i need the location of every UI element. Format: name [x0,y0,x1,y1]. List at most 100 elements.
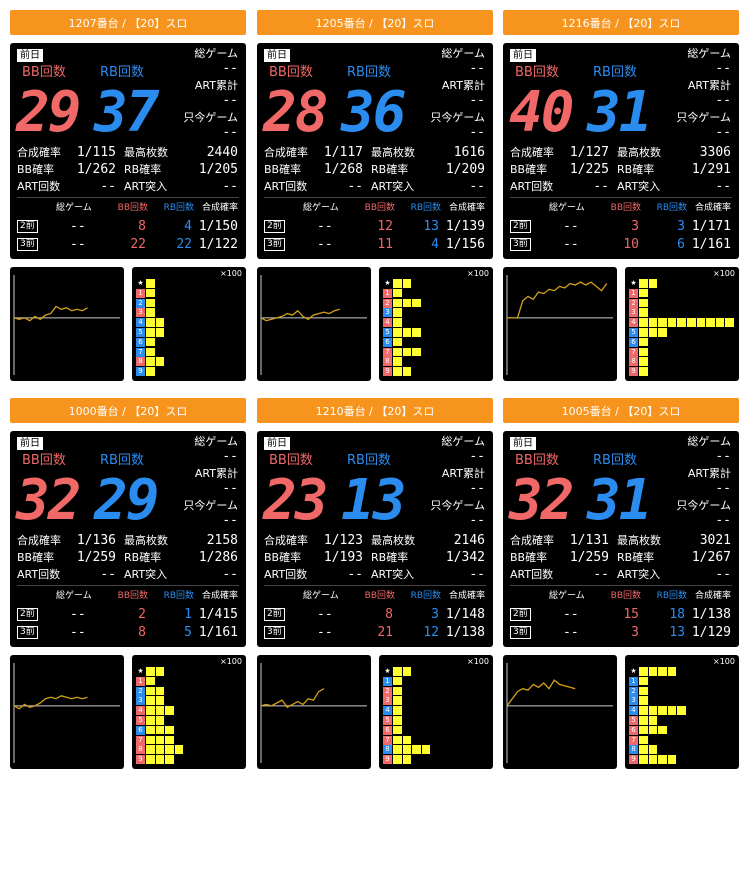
bar-row-label: 9 [383,755,392,765]
hist-total-game-header: 総ゲーム [303,203,339,213]
machine-title-bar[interactable]: 1216番台 / 【20】スロ [503,10,739,35]
bar-cell [402,755,412,764]
bar-row-label: 4 [629,706,638,716]
bar-row-label: 5 [136,716,145,725]
bar-cell [725,318,734,327]
bar-cell [639,337,648,347]
max-coins-label: 最高枚数 [617,534,661,547]
bar-cell [648,279,658,288]
bar-row-label: 3 [383,696,392,706]
slump-graph-svg [506,275,613,375]
current-game-value: -- [222,513,238,528]
bar-cell [639,676,648,686]
bb-prob-value: 1/259 [76,550,116,565]
x100-label: ×100 [713,657,735,666]
bar-cell [648,706,658,715]
divider [17,585,239,586]
history-day-badge: 2前 [510,608,531,621]
bar-cell [155,745,165,754]
history-total-game: -- [70,219,86,234]
bar-cell [639,298,648,308]
bb-prob-label: BB確率 [264,551,302,564]
rb-count-value: 13 [341,468,406,533]
bar-row-label: 1 [136,676,145,686]
history-rb-count: 1 [184,607,192,622]
hist-total-game-header: 総ゲーム [549,591,585,601]
history-total-game: -- [563,625,579,640]
history-total-game: -- [563,237,579,252]
bb-count-value: 32 [509,468,574,533]
combined-prob-label: 合成確率 [264,146,308,159]
bar-cell [155,696,165,705]
bar-cell [639,308,648,317]
bar-row-label: 2 [629,298,638,308]
bar-cell [412,328,421,337]
art-entry-value: -- [222,567,238,582]
art-entry-label: ART突入 [617,180,661,193]
slump-line [507,281,608,319]
machine-title-bar[interactable]: 1205番台 / 【20】スロ [257,10,493,35]
bb-prob-label: BB確率 [510,163,548,176]
x100-label: ×100 [220,269,242,278]
bar-cell [393,667,402,676]
bar-cell [393,696,402,705]
bar-row-label: 8 [383,357,392,367]
bar-cell [658,755,667,764]
machine-title-bar[interactable]: 1210番台 / 【20】スロ [257,398,493,423]
machine-title-bar[interactable]: 1005番台 / 【20】スロ [503,398,739,423]
history-total-game: -- [563,607,579,622]
max-coins-label: 最高枚数 [371,534,415,547]
bar-cell [393,716,402,725]
current-game-value: -- [715,125,731,140]
art-entry-label: ART突入 [617,568,661,581]
bar-cell [146,357,155,366]
bar-cell [639,745,648,754]
bar-cell [715,318,725,327]
bar-cell [667,755,677,764]
machine-card[interactable]: 1000番台 / 【20】スロ 前日 BB回数 RB回数 32 29 総ゲーム -- ART累計… [10,398,246,769]
bar-cell [402,328,412,337]
machine-card[interactable]: 1205番台 / 【20】スロ 前日 BB回数 RB回数 28 36 総ゲーム -- ART累計… [257,10,493,381]
art-count-label: ART回数 [264,568,308,581]
bar-row-label: 9 [629,755,638,765]
bar-cell [146,745,155,754]
hist-total-game-header: 総ゲーム [303,591,339,601]
max-coins-value: 2158 [206,533,238,548]
art-total-label: ART累計 [441,79,485,92]
bar-cell [402,298,412,308]
machine-title-bar[interactable]: 1207番台 / 【20】スロ [10,10,246,35]
machine-card[interactable]: 1005番台 / 【20】スロ 前日 BB回数 RB回数 32 31 総ゲーム -- ART累計… [503,398,739,769]
machine-card[interactable]: 1216番台 / 【20】スロ 前日 BB回数 RB回数 40 31 総ゲーム -- ART累計… [503,10,739,381]
bar-cell [639,367,648,376]
slump-graph-svg [13,663,120,763]
machine-title-bar[interactable]: 1000番台 / 【20】スロ [10,398,246,423]
bar-row-label: ★ [384,279,391,287]
bar-row-label: 3 [629,308,638,318]
bar-cell [146,328,155,337]
rb-prob-label: RB確率 [371,163,409,176]
machine-card[interactable]: 1207番台 / 【20】スロ 前日 BB回数 RB回数 29 37 総ゲーム -- ART累計… [10,10,246,381]
art-entry-value: -- [469,179,485,194]
hist-combined-header: 合成確率 [201,203,238,213]
history-combined-prob: 1/139 [445,219,485,234]
prev-day-badge: 前日 [17,437,43,450]
history-bb-count: 8 [385,607,393,622]
bar-row-label: 9 [136,755,145,765]
history-rb-count: 18 [669,607,685,622]
total-game-label: 総ゲーム [441,435,485,448]
max-coins-value: 1616 [453,145,485,160]
machine-card[interactable]: 1210番台 / 【20】スロ 前日 BB回数 RB回数 23 13 総ゲーム -- ART累計… [257,398,493,769]
history-day-badge: 3前 [510,626,531,639]
bonus-distribution-chart: ×100 ★ 1 2 3 4 5 6 7 8 9 [132,267,246,381]
bar-row-label: 4 [136,706,145,716]
bar-cell [402,347,412,357]
history-rb-count: 5 [184,625,192,640]
history-day-badge: 2前 [17,608,38,621]
combined-prob-value: 1/127 [569,145,609,160]
bar-row-label: 5 [629,328,638,337]
history-rb-count: 3 [431,607,439,622]
bar-row-label: 5 [136,328,145,337]
hist-bb-header: BB回数 [364,591,395,601]
bar-row-label: 8 [629,357,638,367]
bb-prob-value: 1/268 [323,162,363,177]
